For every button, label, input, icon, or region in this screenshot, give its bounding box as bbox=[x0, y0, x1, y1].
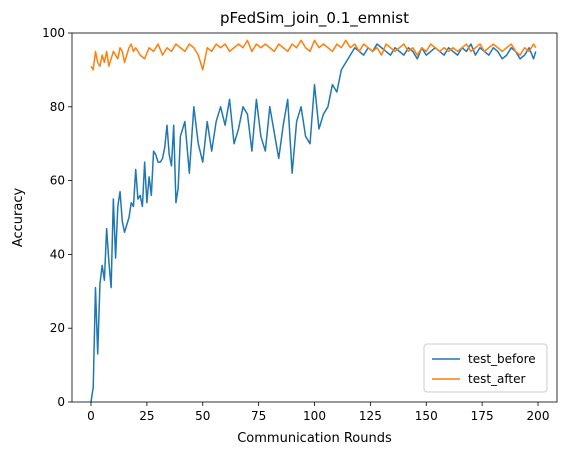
x-tick-label: 50 bbox=[195, 409, 210, 423]
x-tick-label: 125 bbox=[359, 409, 382, 423]
y-tick-label: 100 bbox=[42, 26, 65, 40]
series-line-test-after bbox=[90, 39, 537, 71]
x-tick-label: 100 bbox=[303, 409, 326, 423]
x-tick-label: 0 bbox=[87, 409, 95, 423]
y-axis-label: Accuracy bbox=[11, 188, 26, 248]
x-tick-label: 150 bbox=[415, 409, 438, 423]
x-axis-label: Communication Rounds bbox=[237, 431, 392, 446]
y-tick-label: 0 bbox=[57, 395, 65, 409]
x-tick-label: 175 bbox=[471, 409, 494, 423]
legend-label-test-after: test_after bbox=[468, 372, 526, 386]
y-tick-label: 40 bbox=[50, 247, 65, 261]
chart-title: pFedSim_join_0.1_emnist bbox=[220, 9, 409, 28]
y-tick-label: 60 bbox=[50, 174, 65, 188]
x-tick-label: 75 bbox=[251, 409, 266, 423]
series-line-test-before bbox=[90, 43, 537, 402]
plot-area: 0 25 50 75 100 125 150 175 200 0 20 40 60 80 100 bbox=[42, 26, 558, 423]
y-tick-label: 20 bbox=[50, 321, 65, 335]
legend-box bbox=[423, 343, 548, 393]
x-tick-label: 25 bbox=[139, 409, 154, 423]
x-tick-label: 200 bbox=[527, 409, 550, 423]
legend-label-test-before: test_before bbox=[468, 352, 536, 366]
y-tick-label: 80 bbox=[50, 100, 65, 114]
legend: test_before test_after bbox=[423, 343, 548, 393]
